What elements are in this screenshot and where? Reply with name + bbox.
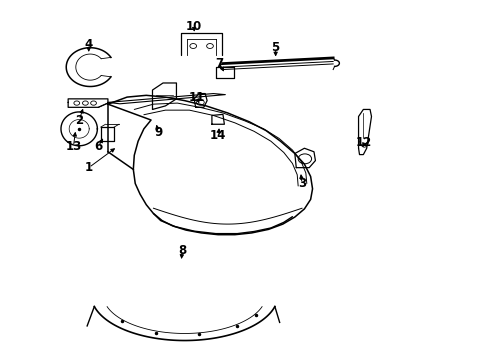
Text: 11: 11 — [188, 91, 204, 104]
Text: 4: 4 — [84, 38, 93, 51]
Text: 9: 9 — [154, 126, 162, 139]
Text: 8: 8 — [178, 244, 186, 257]
Text: 3: 3 — [297, 177, 305, 190]
Text: 6: 6 — [94, 140, 102, 153]
Text: 13: 13 — [65, 140, 81, 153]
Text: 7: 7 — [215, 57, 223, 70]
Text: 1: 1 — [84, 161, 93, 174]
Text: 2: 2 — [75, 113, 83, 126]
Text: 12: 12 — [355, 136, 372, 149]
Text: 5: 5 — [271, 41, 279, 54]
Text: 14: 14 — [209, 129, 226, 143]
Text: 10: 10 — [185, 20, 202, 33]
